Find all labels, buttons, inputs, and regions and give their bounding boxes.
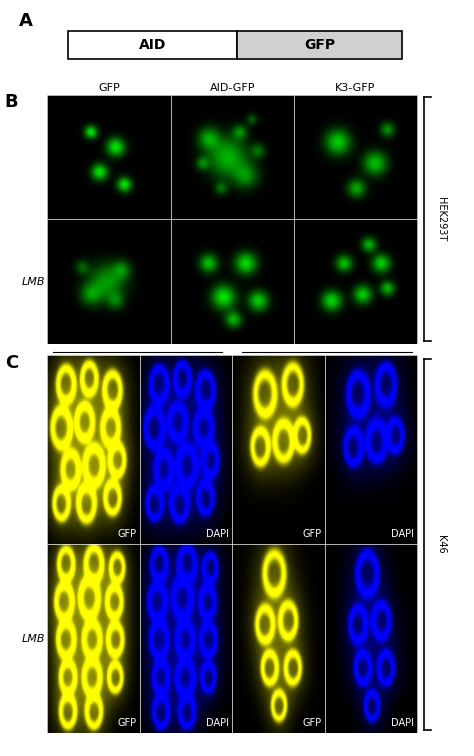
Text: GFP: GFP [118, 717, 137, 727]
Text: DAPI: DAPI [207, 528, 229, 538]
Text: GFP: GFP [303, 717, 322, 727]
Text: DAPI: DAPI [392, 717, 414, 727]
Bar [68, 32, 237, 59]
Text: GFP: GFP [118, 528, 137, 538]
Text: A: A [18, 11, 33, 29]
Text: K3-GFP: K3-GFP [307, 334, 347, 344]
Text: AID-GFP: AID-GFP [210, 82, 255, 93]
Text: LMB: LMB [21, 277, 45, 287]
Bar [237, 32, 402, 59]
Text: GFP: GFP [98, 82, 120, 93]
Text: AID: AID [139, 39, 166, 52]
Text: K3-GFP: K3-GFP [335, 82, 376, 93]
Text: LMB: LMB [21, 634, 45, 644]
Text: K46: K46 [436, 535, 446, 553]
Text: GFP: GFP [304, 39, 335, 52]
Text: AID-GFP: AID-GFP [115, 334, 160, 344]
Text: HEK293T: HEK293T [436, 197, 446, 241]
Text: DAPI: DAPI [392, 528, 414, 538]
Text: C: C [5, 354, 18, 372]
Text: DAPI: DAPI [207, 717, 229, 727]
Text: B: B [5, 93, 18, 111]
Text: GFP: GFP [303, 528, 322, 538]
